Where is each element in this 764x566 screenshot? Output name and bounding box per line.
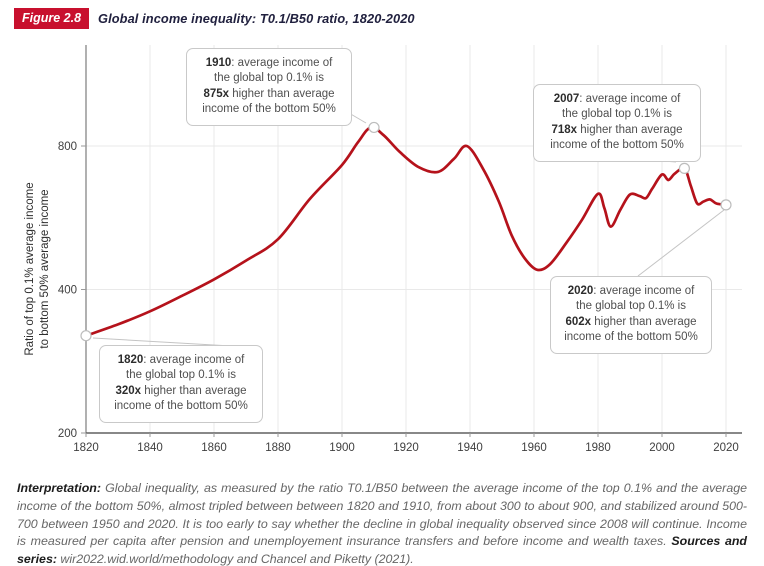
x-tick-label: 1900	[329, 442, 355, 454]
interpretation-label: Interpretation:	[17, 481, 101, 496]
x-tick-label: 2000	[649, 442, 675, 454]
figure-title: Global income inequality: T0.1/B50 ratio…	[98, 11, 415, 26]
y-axis-label: Ratio of top 0.1% average income to bott…	[24, 182, 51, 356]
data-point-marker	[368, 121, 380, 134]
data-point-marker	[678, 162, 691, 174]
figure-header: Figure 2.8 Global income inequality: T0.…	[14, 8, 415, 29]
x-tick-label: 1920	[393, 442, 419, 454]
y-tick-label: 400	[58, 285, 77, 297]
x-tick-label: 1960	[521, 442, 547, 454]
sources-label: Sources and series:	[17, 534, 747, 566]
annotation-1820: 1820: average income of the global top 0…	[99, 345, 263, 423]
leader-line	[637, 209, 725, 277]
x-tick-label: 1940	[457, 442, 483, 454]
figure-number-badge: Figure 2.8	[14, 8, 90, 29]
y-tick-label: 800	[58, 141, 77, 153]
x-tick-label: 1860	[201, 442, 227, 454]
y-tick-label: 200	[58, 428, 77, 440]
data-point-marker	[80, 330, 92, 342]
interpretation-note: Interpretation: Global inequality, as me…	[17, 481, 747, 566]
x-tick-label: 1820	[73, 442, 99, 454]
annotation-2020: 2020: average income of the global top 0…	[550, 276, 712, 354]
x-tick-label: 1840	[137, 442, 163, 454]
annotation-1910: 1910: average income of the global top 0…	[186, 48, 352, 126]
x-tick-label: 1980	[585, 442, 611, 454]
leader-line	[92, 337, 232, 347]
annotation-2007: 2007: average income of the global top 0…	[533, 84, 701, 162]
x-tick-label: 1880	[265, 442, 291, 454]
trend-line	[84, 125, 728, 338]
data-point-marker	[720, 199, 732, 211]
x-tick-label: 2020	[713, 442, 739, 454]
